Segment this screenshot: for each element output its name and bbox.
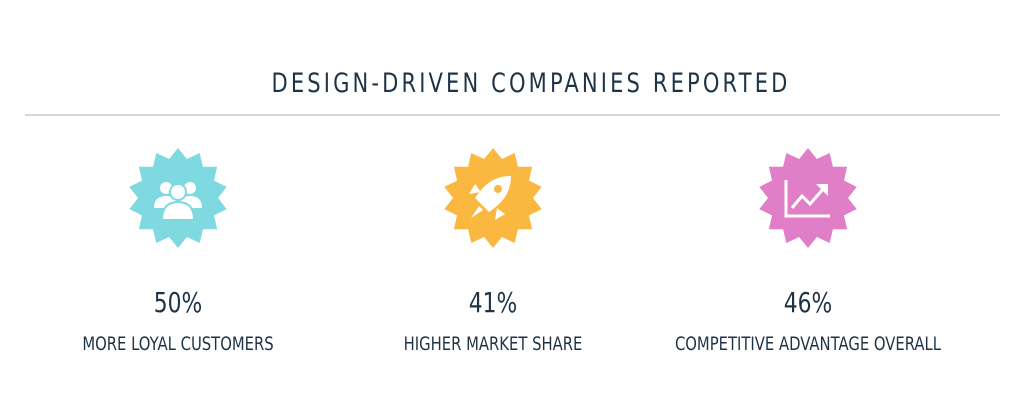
stat-group: 41% [469, 286, 518, 318]
icon-body [160, 200, 196, 221]
icon-rocket [475, 176, 511, 212]
icon [469, 176, 511, 220]
stat-label: HIGHER MARKET SHARE [404, 333, 583, 355]
icon-head [160, 182, 172, 194]
label-group: COMPETITIVE ADVANTAGE OVERALL [675, 333, 942, 355]
icon-head [184, 182, 196, 194]
icon-window [494, 185, 502, 193]
title: DESIGN-DRIVEN COMPANIES REPORTED [272, 67, 791, 98]
icon-head [169, 183, 187, 201]
stat-label: MORE LOYAL CUSTOMERS [82, 333, 273, 355]
stat-group: 46% [784, 286, 833, 318]
stat-group: 50% [154, 286, 203, 318]
stat-label: COMPETITIVE ADVANTAGE OVERALL [675, 333, 942, 355]
icon-trend [790, 187, 826, 209]
title-group: DESIGN-DRIVEN COMPANIES REPORTED [272, 67, 791, 98]
stat: 50% [154, 286, 203, 318]
label-group: HIGHER MARKET SHARE [404, 333, 583, 355]
icon [784, 180, 830, 218]
item: 46% COMPETITIVE ADVANTAGE OVERALL [675, 148, 942, 356]
stat: 41% [469, 286, 518, 318]
badge [759, 148, 857, 248]
stat: 46% [784, 286, 833, 318]
item: 41% HIGHER MARKET SHARE [404, 148, 583, 356]
icon-arrow [816, 184, 828, 196]
item: 50% MORE LOYAL CUSTOMERS [82, 148, 274, 356]
icon-flame [471, 206, 483, 218]
icon-axes [784, 180, 830, 218]
label-group: MORE LOYAL CUSTOMERS [82, 333, 273, 355]
icon [154, 182, 202, 221]
items: 50% MORE LOYAL CUSTOMERS 41% HIGHER MARKET … [82, 148, 941, 356]
